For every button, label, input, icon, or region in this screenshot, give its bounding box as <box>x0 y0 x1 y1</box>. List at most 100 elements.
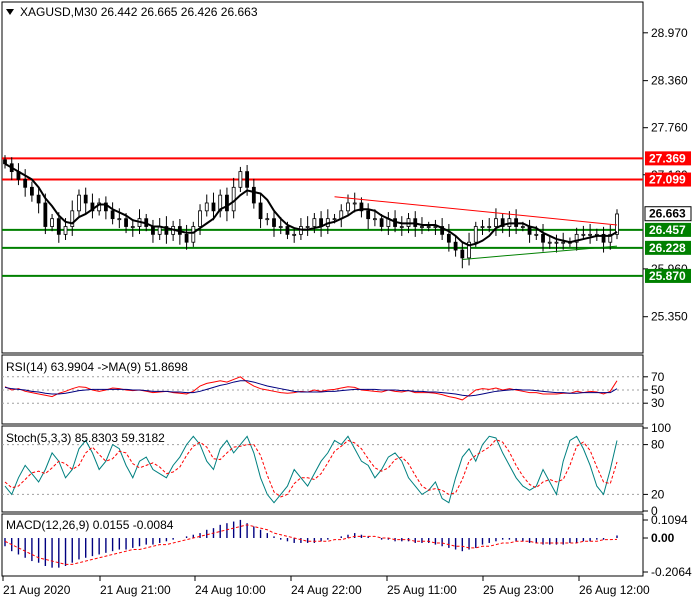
level-price-label: 27.099 <box>649 173 686 187</box>
candle-body <box>426 226 431 228</box>
candle-body <box>36 194 41 204</box>
candle-body <box>225 194 229 212</box>
price-header: XAGUSD,M30 26.442 26.665 26.426 26.663 <box>20 5 258 19</box>
candle-body <box>83 194 88 204</box>
candle-body <box>238 171 243 188</box>
osc-tick-label: 50 <box>651 383 665 397</box>
trendline-resistance <box>334 196 618 226</box>
macd-tick-label: 0.00 <box>651 531 675 545</box>
candle-body <box>3 159 7 165</box>
candle-body <box>305 226 310 228</box>
osc-tick-label: 0 <box>651 504 658 518</box>
macd-panel-frame <box>1 513 644 577</box>
level-price-tag <box>645 172 691 187</box>
series-line-0 <box>4 435 618 504</box>
candle-body <box>541 233 545 243</box>
candle-body <box>110 210 115 220</box>
axis-labels: 28.97028.36027.76027.16025.96025.35027.3… <box>2 26 692 597</box>
candle-body <box>117 218 122 221</box>
candle-body <box>366 210 371 220</box>
candle-body <box>211 202 216 212</box>
candle-body <box>63 226 68 235</box>
candle-body <box>494 218 498 227</box>
candle-body <box>50 218 54 227</box>
candle-body <box>588 233 592 236</box>
current-price-tag <box>644 206 692 222</box>
candle-body <box>608 233 613 243</box>
symbol-dropdown-icon[interactable] <box>6 9 14 15</box>
osc-tick-label: 80 <box>651 438 665 452</box>
candle-body <box>231 186 236 212</box>
time-tick-label: 24 Aug 10:00 <box>195 583 266 597</box>
candle-body <box>56 218 61 235</box>
osc-tick-label: 30 <box>651 396 665 410</box>
macd-tick-label: -0.2064 <box>651 565 692 579</box>
stoch-header: Stoch(5,3,3) 85.8303 59.3182 <box>6 431 165 445</box>
level-price-tag <box>645 151 691 166</box>
candle-body <box>453 241 458 251</box>
macd-tick-label: 0.1094 <box>651 513 688 527</box>
candle-body <box>399 226 404 228</box>
rsi-header: RSI(14) 63.9904 ->MA(9) 51.8698 <box>6 360 188 374</box>
candle-body <box>601 233 606 243</box>
level-price-label: 25.870 <box>649 269 686 283</box>
candle-body <box>90 202 95 212</box>
series-line-1 <box>4 439 618 498</box>
candle-body <box>547 241 552 244</box>
candle-body <box>379 218 384 227</box>
candle-body <box>574 233 579 243</box>
level-price-label: 27.369 <box>649 151 686 165</box>
candle-body <box>278 226 283 228</box>
candle-body <box>204 202 209 212</box>
time-tick-label: 25 Aug 11:00 <box>387 583 457 597</box>
series-line-1 <box>4 380 618 397</box>
candle-body <box>285 226 290 235</box>
candle-body <box>77 194 81 212</box>
candle-body <box>30 186 34 196</box>
candle-body <box>480 226 485 228</box>
candle-body <box>581 233 586 236</box>
candle-body <box>460 249 465 259</box>
candle-body <box>258 202 263 220</box>
candle-body <box>561 241 566 244</box>
osc-tick-label: 20 <box>651 487 665 501</box>
time-tick-label: 24 Aug 22:00 <box>291 583 362 597</box>
level-price-tag <box>645 222 691 237</box>
time-tick-label: 21 Aug 21:00 <box>100 583 171 597</box>
time-tick-label: 25 Aug 23:00 <box>483 583 554 597</box>
candle-body <box>97 202 102 212</box>
candle-body <box>554 241 559 244</box>
candle-body <box>245 171 250 188</box>
rsi-plot <box>2 376 643 404</box>
osc-tick-label: 70 <box>651 370 665 384</box>
level-price-label: 26.457 <box>649 223 686 237</box>
candle-body <box>352 202 357 205</box>
candle-body <box>359 202 364 212</box>
candle-body <box>615 213 619 235</box>
candle-body <box>23 179 28 188</box>
price-plot <box>2 155 643 277</box>
price-tick-label: 27.760 <box>651 121 688 135</box>
stoch-plot <box>2 435 643 504</box>
candle-body <box>446 233 451 243</box>
level-price-tag <box>645 240 691 255</box>
candle-body <box>251 186 256 204</box>
time-tick-label: 26 Aug 12:00 <box>579 583 650 597</box>
stoch-panel-frame <box>1 425 644 513</box>
osc-tick-label: 100 <box>651 421 671 435</box>
candle-body <box>440 226 445 235</box>
price-tick-label: 25.350 <box>651 310 688 324</box>
candle-body <box>520 226 525 228</box>
candle-body <box>43 202 48 227</box>
macd-header: MACD(12,26,9) 0.0155 -0.0084 <box>6 518 174 532</box>
candle-body <box>292 233 297 236</box>
level-price-tag <box>645 268 691 283</box>
candle-body <box>500 218 505 227</box>
price-panel-frame <box>1 1 644 354</box>
candle-body <box>332 218 337 221</box>
candle-body <box>420 226 424 228</box>
macd-plot <box>4 519 618 568</box>
current-price-label: 26.663 <box>649 207 686 221</box>
candle-body <box>433 226 438 228</box>
candle-body <box>184 233 189 243</box>
